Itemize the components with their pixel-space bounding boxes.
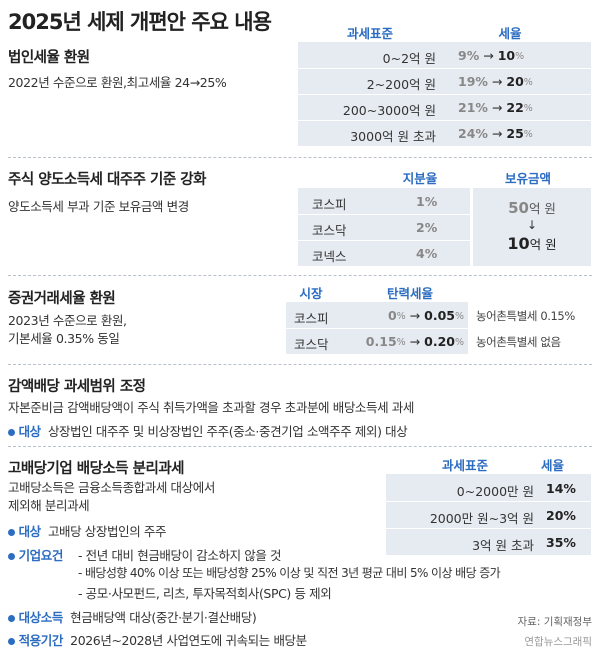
corporate-header-base: 과세표준 <box>346 26 393 41</box>
corporate-rate-2: 19% → 20% <box>458 74 533 89</box>
stock-market-1: 코스피 <box>312 197 347 212</box>
dividend-rate-2: 20% <box>546 508 576 523</box>
corporate-header-rate: 세율 <box>498 26 522 41</box>
stock-amount-box: 50억 원 ↓ 10억 원 <box>473 188 591 266</box>
securities-rate-1: 0% → 0.05% <box>387 308 464 323</box>
page-title: 2025년 세제 개편안 주요 내용 <box>8 10 272 34</box>
source-note: 자료: 기획재정부 <box>517 616 593 628</box>
dividend-target: 대상 고배당 상장법인의 주주 <box>8 521 166 540</box>
dividend-requirement-2: - 배당성향 40% 이상 또는 배당성향 25% 이상 및 직전 3년 평균 … <box>78 566 501 580</box>
securities-rate-table: 코스피 코스닥 0% → 0.05% 0.15% → 0.20% <box>286 302 468 354</box>
stock-header-share: 지분율 <box>402 171 438 186</box>
corporate-rate-table: 0~2억 원 2~200억 원 200~3000억 원 3000억 원 초과 9… <box>298 42 591 146</box>
bullet-icon <box>8 429 15 436</box>
bullet-icon <box>8 529 15 536</box>
securities-header-market: 시장 <box>299 286 323 301</box>
section-divider <box>8 446 592 447</box>
stock-share-2: 2% <box>416 220 438 235</box>
dividend-requirement-label: 기업요건 <box>8 545 63 564</box>
dividend-header-rate: 세율 <box>540 458 564 473</box>
dividend-requirement-3: - 공모·사모펀드, 리츠, 투자목적회사(SPC) 등 제외 <box>78 586 332 601</box>
reduction-section-title: 감액배당 과세범위 조정 <box>8 379 146 395</box>
securities-note-2: 농어촌특별세 없음 <box>476 335 561 349</box>
corporate-base-4: 3000억 원 초과 <box>350 129 436 144</box>
dividend-rate-table: 0~2000만 원 2000만 원~3억 원 3억 원 초과 14% 20% 3… <box>386 474 591 555</box>
stock-section-desc: 양도소득세 부과 기준 보유금액 변경 <box>8 199 189 214</box>
section-divider <box>8 275 592 276</box>
corporate-base-2: 2~200억 원 <box>366 77 436 92</box>
corporate-rate-4: 24% → 25% <box>458 126 533 141</box>
stock-share-table: 코스피 코스닥 코넥스 1% 2% 4% <box>298 188 470 266</box>
dividend-rate-1: 14% <box>546 481 576 496</box>
stock-section-title: 주식 양도소득세 대주주 기준 강화 <box>8 172 206 188</box>
credit-note: 연합뉴스그래픽 <box>524 636 592 648</box>
dividend-rate-3: 35% <box>546 535 576 550</box>
stock-amount-to: 10억 원 <box>507 234 557 253</box>
dividend-period: 적용기간 2026년~2028년 사업연도에 귀속되는 배당분 <box>8 630 307 649</box>
stock-share-1: 1% <box>416 194 438 209</box>
bullet-icon <box>8 553 15 560</box>
corporate-rate-3: 21% → 22% <box>458 100 533 115</box>
corporate-section-title: 법인세율 환원 <box>8 50 90 66</box>
corporate-base-3: 200~3000억 원 <box>342 103 436 118</box>
corporate-base-1: 0~2억 원 <box>382 51 436 66</box>
securities-desc-line1: 2023년 수준으로 환원, <box>8 313 127 328</box>
stock-market-3: 코넥스 <box>312 249 347 264</box>
stock-market-2: 코스닥 <box>312 223 347 238</box>
bullet-icon <box>8 638 15 645</box>
dividend-requirement-1: - 전년 대비 현금배당이 감소하지 않을 것 <box>78 548 282 563</box>
securities-note-1: 농어촌특별세 0.15% <box>476 309 575 323</box>
bullet-icon <box>8 615 15 622</box>
stock-header-amount: 보유금액 <box>504 171 551 186</box>
securities-section-title: 증권거래세율 환원 <box>8 291 116 307</box>
stock-amount-arrow: ↓ <box>526 218 538 232</box>
section-divider <box>8 364 592 365</box>
dividend-section-title: 고배당기업 배당소득 분리과세 <box>8 461 185 477</box>
reduction-section-desc: 자본준비금 감액배당액이 주식 취득가액을 초과할 경우 초과분에 배당소득세 … <box>8 400 414 415</box>
securities-market-2: 코스닥 <box>294 337 329 352</box>
dividend-base-2: 2000만 원~3억 원 <box>429 511 534 526</box>
securities-rate-2: 0.15% → 0.20% <box>365 334 464 349</box>
securities-header-rate: 탄력세율 <box>386 286 433 301</box>
securities-desc-line2: 기본세율 0.35% 동일 <box>8 331 120 346</box>
dividend-header-base: 과세표준 <box>441 458 488 473</box>
corporate-rate-1: 9% → 10% <box>458 48 525 63</box>
dividend-desc-line1: 고배당소득은 금융소득종합과세 대상에서 <box>8 480 215 495</box>
securities-market-1: 코스피 <box>294 311 329 326</box>
stock-amount-from: 50억 원 <box>508 199 556 217</box>
dividend-desc-line2: 제외해 분리과세 <box>8 498 90 513</box>
dividend-base-3: 3억 원 초과 <box>472 538 534 553</box>
dividend-income: 대상소득 현금배당액 대상(중간·분기·결산배당) <box>8 607 257 626</box>
stock-share-3: 4% <box>416 246 438 261</box>
corporate-section-desc: 2022년 수준으로 환원,최고세율 24→25% <box>8 75 227 90</box>
dividend-base-1: 0~2000만 원 <box>456 484 534 499</box>
section-divider <box>8 157 592 158</box>
reduction-target: 대상 상장법인 대주주 및 비상장법인 주주(중소·중견기업 소액주주 제외) … <box>8 421 408 440</box>
